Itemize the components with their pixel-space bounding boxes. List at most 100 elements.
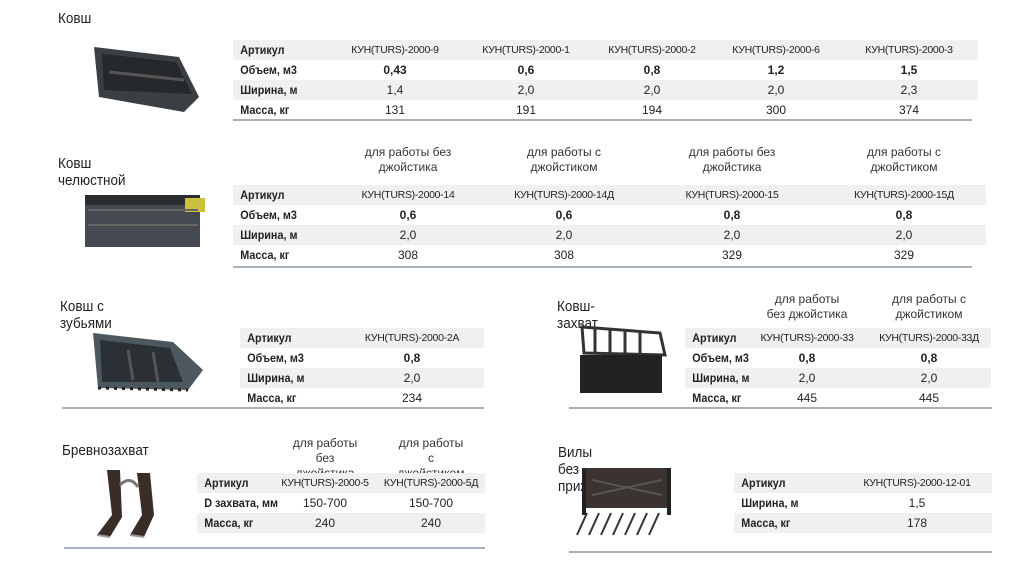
row-label: Ширина, м (240, 228, 298, 242)
spec-table: Артикул КУН(TURS)-2000-14 КУН(TURS)-2000-1… (233, 185, 986, 265)
column-headers: для работы без джойстика для работы с джо… (747, 292, 991, 322)
table-cell: 2,0 (895, 228, 913, 242)
table-row: Масса, кг 178 (734, 513, 992, 533)
row-label: Артикул (240, 43, 285, 57)
column-headers: для работы без джойстика для работы с джо… (330, 145, 986, 175)
table-row: Объем, м3 0,6 0,6 0,8 0,8 (233, 205, 986, 225)
table-row: Масса, кг 308 308 329 329 (233, 245, 986, 265)
table-cell: КУН(TURS)-2000-2А (364, 332, 460, 344)
column-header: для работы без джойстика (364, 145, 452, 174)
table-row: Ширина, м 2,0 2,0 (685, 368, 991, 388)
column-header: для работы без джойстика (766, 292, 848, 321)
row-label: Артикул (204, 476, 249, 490)
section-divider (569, 407, 992, 409)
row-label: Объем, м3 (240, 63, 297, 77)
table-cell: 0,8 (723, 208, 741, 222)
table-cell: 0,6 (517, 63, 535, 77)
table-cell: 2,0 (767, 83, 785, 97)
table-cell: КУН(TURS)-2000-33Д (879, 332, 979, 344)
table-cell: КУН(TURS)-2000-14 (361, 189, 455, 201)
table-row: Объем, м3 0,43 0,6 0,8 1,2 1,5 (233, 60, 978, 80)
table-cell: 329 (721, 248, 743, 262)
table-cell: 150-700 (408, 496, 454, 510)
section-divider (64, 547, 485, 549)
row-label: Масса, кг (240, 248, 290, 262)
log-grab-image (82, 465, 162, 545)
table-cell: 191 (515, 103, 537, 117)
forks-image (572, 465, 682, 545)
section-divider (62, 407, 484, 409)
table-cell: 374 (898, 103, 920, 117)
table-cell: 2,0 (723, 228, 741, 242)
table-row: Ширина, м 1,5 (734, 493, 992, 513)
table-cell: КУН(TURS)-2000-6 (732, 44, 820, 56)
table-row: Объем, м3 0,8 0,8 (685, 348, 991, 368)
table-cell: 150-700 (302, 496, 348, 510)
table-cell: 445 (796, 391, 818, 405)
table-cell: 0,8 (798, 351, 816, 365)
spec-table: Артикул КУН(TURS)-2000-12-01 Ширина, м 1,5 М… (734, 473, 992, 533)
table-cell: КУН(TURS)-2000-5 (281, 477, 369, 489)
table-cell: 308 (397, 248, 419, 262)
table-cell: 240 (420, 516, 442, 530)
row-label: Масса, кг (247, 391, 297, 405)
jaw-bucket-image (80, 190, 210, 260)
toothed-bucket-image (88, 330, 208, 400)
table-row: Объем, м3 0,8 (240, 348, 484, 368)
table-cell: КУН(TURS)-2000-15 (685, 189, 779, 201)
table-cell: 1,4 (386, 83, 404, 97)
section-title: Бревнозахват (62, 442, 149, 459)
spec-table: Артикул КУН(TURS)-2000-33 КУН(TURS)-2000-3… (685, 328, 991, 408)
row-label: Ширина, м (692, 371, 750, 385)
table-cell: 240 (314, 516, 336, 530)
table-cell: 0,8 (895, 208, 913, 222)
row-label: Масса, кг (692, 391, 742, 405)
column-header: для работы с джойстиком (867, 145, 941, 174)
table-cell: 1,5 (908, 496, 926, 510)
table-row: Ширина, м 2,0 2,0 2,0 2,0 (233, 225, 986, 245)
table-cell: 131 (384, 103, 406, 117)
grab-bucket-image (570, 325, 670, 400)
table-cell: 2,3 (900, 83, 918, 97)
column-header: для работы с джойстиком (892, 292, 966, 321)
table-row: Ширина, м 1,4 2,0 2,0 2,0 2,3 (233, 80, 978, 100)
table-cell: 0,8 (403, 351, 421, 365)
row-label: Масса, кг (204, 516, 254, 530)
table-cell: КУН(TURS)-2000-1 (482, 44, 570, 56)
row-label: D захвата, мм (204, 496, 279, 510)
bucket-image (84, 42, 204, 122)
table-cell: КУН(TURS)-2000-14Д (514, 189, 614, 201)
row-label: Объем, м3 (247, 351, 304, 365)
table-cell: 2,0 (798, 371, 816, 385)
row-label: Ширина, м (247, 371, 305, 385)
table-row: Масса, кг 445 445 (685, 388, 991, 408)
table-cell: 300 (765, 103, 787, 117)
table-cell: 0,43 (383, 63, 407, 77)
table-cell: КУН(TURS)-2000-9 (351, 44, 439, 56)
row-label: Артикул (692, 331, 737, 345)
table-cell: 0,6 (555, 208, 573, 222)
table-cell: КУН(TURS)-2000-3 (865, 44, 953, 56)
table-cell: КУН(TURS)-2000-2 (608, 44, 696, 56)
table-cell: 178 (906, 516, 928, 530)
table-cell: 0,8 (643, 63, 661, 77)
table-row: Артикул КУН(TURS)-2000-12-01 (734, 473, 992, 493)
table-row: D захвата, мм 150-700 150-700 (197, 493, 485, 513)
table-cell: 1,5 (900, 63, 918, 77)
spec-table: Артикул КУН(TURS)-2000-5 КУН(TURS)-2000-5Д… (197, 473, 485, 533)
column-header: для работы с джойстиком (527, 145, 601, 174)
column-header: для работы без джойстика (688, 145, 776, 174)
row-label: Объем, м3 (692, 351, 749, 365)
table-row: Артикул КУН(TURS)-2000-2А (240, 328, 484, 348)
table-cell: 329 (893, 248, 915, 262)
table-cell: 2,0 (399, 228, 417, 242)
table-cell: 308 (553, 248, 575, 262)
row-label: Объем, м3 (240, 208, 297, 222)
section-divider (233, 119, 972, 121)
table-cell: КУН(TURS)-2000-5Д (383, 477, 479, 489)
section-title: Ковш челюстной (58, 155, 126, 189)
table-row: Артикул КУН(TURS)-2000-9 КУН(TURS)-2000-1 К… (233, 40, 978, 60)
table-cell: КУН(TURS)-2000-12-01 (863, 477, 971, 489)
row-label: Ширина, м (240, 83, 298, 97)
row-label: Артикул (247, 331, 292, 345)
